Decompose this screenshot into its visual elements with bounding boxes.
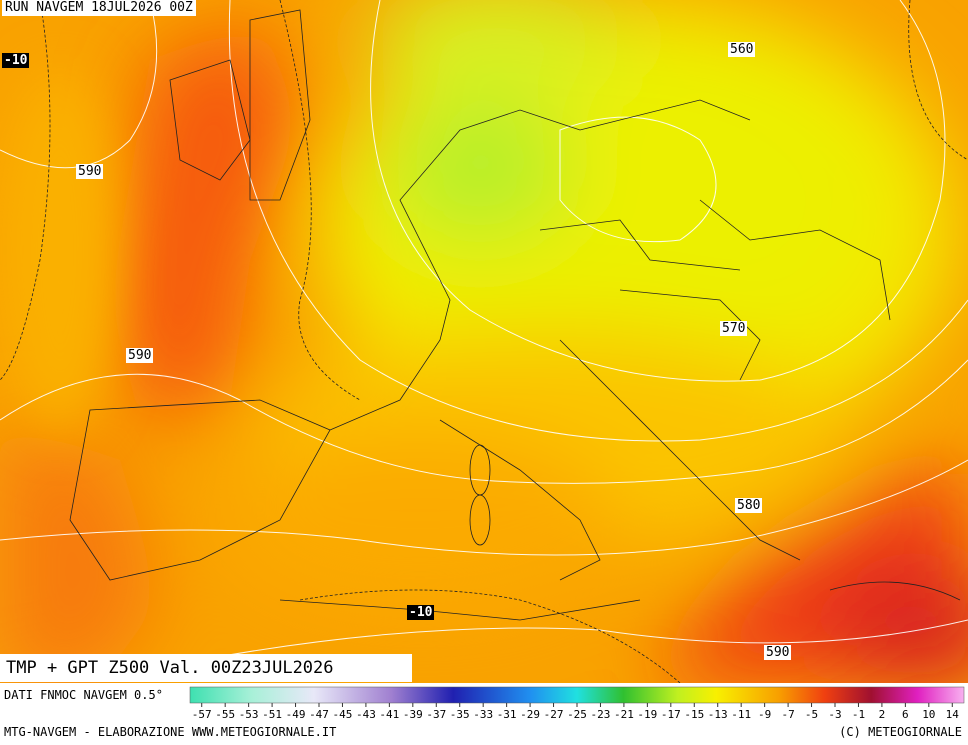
colorbar-tick-label: 10: [922, 708, 935, 721]
contour-label: 590: [764, 645, 792, 660]
colorbar-tick-label: -5: [805, 708, 818, 721]
colorbar-tick-label: -25: [567, 708, 587, 721]
colorbar-tick-label: -17: [661, 708, 681, 721]
colorbar-tick-label: -11: [731, 708, 751, 721]
run-label: RUN NAVGEM 18JUL2026 00Z: [2, 0, 196, 16]
colorbar-tick-label: -53: [239, 708, 259, 721]
colorbar-tick-label: -23: [591, 708, 611, 721]
colorbar: -57 -55 -53 -51 -49 -47 -45 -43 -41 -39 -37 -35 -33-…: [189, 686, 965, 721]
colorbar-tick-label: -19: [637, 708, 657, 721]
data-source: DATI FNMOC NAVGEM 0.5°: [4, 688, 163, 702]
colorbar-tick-label: -55: [215, 708, 235, 721]
temperature-label: -10: [2, 53, 30, 68]
colorbar-scale: [189, 686, 965, 704]
colorbar-tick-label: -57: [192, 708, 212, 721]
colorbar-tick-label: 6: [902, 708, 909, 721]
colorbar-tick-label: -27: [544, 708, 564, 721]
colorbar-tick-label: -7: [781, 708, 794, 721]
colorbar-tick-label: 2: [879, 708, 886, 721]
colorbar-tick-label: -45: [333, 708, 353, 721]
colorbar-tick-label: -21: [614, 708, 634, 721]
contour-label: 590: [76, 164, 104, 179]
colorbar-tick-label: -33: [473, 708, 493, 721]
colorbar-tick-label: -1: [852, 708, 865, 721]
colorbar-tick-label: -47: [309, 708, 329, 721]
contour-label: 580: [735, 498, 763, 513]
colorbar-tick-label: -49: [286, 708, 306, 721]
contour-label: 560: [728, 42, 756, 57]
footer-right: (C) METEOGIORNALE: [839, 725, 962, 739]
colorbar-tick-label: -29: [520, 708, 540, 721]
colorbar-tick-label: 14: [946, 708, 960, 721]
colorbar-tick-label: -37: [426, 708, 446, 721]
footer-left: MTG-NAVGEM - ELABORAZIONE WWW.METEOGIORN…: [4, 725, 337, 739]
colorbar-tick-label: -39: [403, 708, 423, 721]
colorbar-tick-label: -15: [684, 708, 704, 721]
colorbar-tick-label: -31: [497, 708, 517, 721]
colorbar-tick-label: -41: [379, 708, 399, 721]
contour-label: 570: [720, 321, 748, 336]
colorbar-tick-label: -51: [262, 708, 282, 721]
contour-label: 590: [126, 348, 154, 363]
map: [0, 0, 968, 683]
colorbar-tick-label: -35: [450, 708, 470, 721]
temperature-label: -10: [407, 605, 435, 620]
colorbar-tick-label: -3: [828, 708, 841, 721]
caption: TMP + GPT Z500 Val. 00Z23JUL2026: [0, 654, 412, 682]
colorbar-tick-label: -13: [708, 708, 728, 721]
colorbar-tick-label: -43: [356, 708, 376, 721]
colorbar-tick-label: -9: [758, 708, 771, 721]
